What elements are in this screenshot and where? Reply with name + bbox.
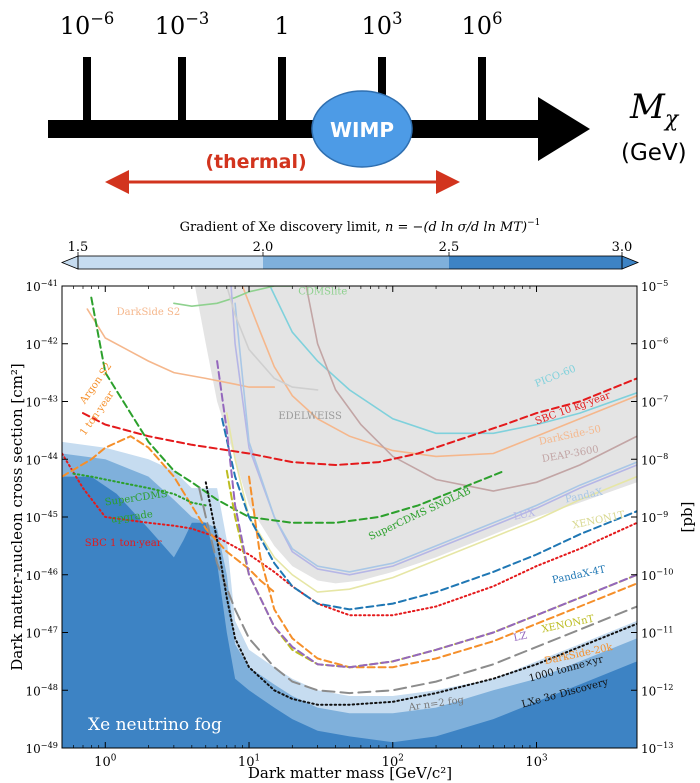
y-tick-label: 10−46 <box>26 567 59 583</box>
y-right-tick-label: 10−5 <box>641 278 668 294</box>
curve-label: EDELWEISS <box>278 411 342 422</box>
y-tick-label: 10−49 <box>26 740 59 756</box>
y-axis-right-label: [pb] <box>678 502 696 533</box>
y-right-tick-label: 10−12 <box>641 682 674 698</box>
y-tick-label: 10−41 <box>26 278 59 294</box>
mass-tick-mark <box>83 57 91 122</box>
limit-curve <box>305 286 637 492</box>
colorbar-extend-low <box>60 255 79 270</box>
limit-curve <box>82 377 637 467</box>
wimp-ellipse <box>311 90 413 168</box>
mass-tick-mark <box>278 57 286 122</box>
mass-scale-diagram: 10−6 10−3 1 103 106 WIMP (thermal) Mχ (GeV) <box>48 9 687 194</box>
x-tick-label: 103 <box>525 754 547 770</box>
x-tick-label: 102 <box>382 754 404 770</box>
limit-curve <box>62 435 276 594</box>
limit-curve <box>90 296 506 524</box>
x-tick-label: 100 <box>94 754 117 770</box>
colorbar-segment <box>449 256 622 269</box>
limit-curve <box>226 286 319 391</box>
limit-curve <box>86 308 276 388</box>
limit-curve <box>62 452 637 617</box>
curve-label: LUX <box>513 507 537 522</box>
mass-tick-label: 10−6 <box>60 9 115 40</box>
curve-label: DarkSide S2 <box>117 307 181 318</box>
limit-curve <box>221 417 637 611</box>
y-right-tick-label: 10−13 <box>641 740 674 756</box>
limit-curve <box>173 286 294 308</box>
y-right-tick-label: 10−7 <box>641 393 668 409</box>
y-right-tick-label: 10−11 <box>641 624 674 640</box>
mass-tick-label: 103 <box>362 9 403 40</box>
y-right-tick-label: 10−10 <box>641 567 674 583</box>
colorbar-tick-label: 2.0 <box>253 240 274 255</box>
colorbar-tick-label: 2.5 <box>439 240 460 255</box>
colorbar-segment <box>78 256 263 269</box>
colorbar: Gradient of Xe discovery limit, n = −(d … <box>60 218 640 270</box>
mass-axis-arrowhead <box>538 97 590 161</box>
y-tick-label: 10−43 <box>26 393 59 409</box>
limit-curve <box>241 286 637 458</box>
curve-label: LZ <box>513 631 529 645</box>
limit-curve <box>269 286 637 435</box>
limit-curve <box>198 487 637 695</box>
mass-axis-symbol: Mχ <box>629 87 680 132</box>
curve-label: CDMSlite <box>298 287 347 298</box>
neutrino-fog-level-3 <box>62 476 637 748</box>
cross-section-plot: Xe neutrino fog DarkSide S2CDMSlitePICO-… <box>8 278 696 782</box>
limit-curve <box>72 472 207 507</box>
limit-curve <box>230 286 637 576</box>
y-right-tick-label: 10−6 <box>641 336 668 352</box>
mass-tick-label: 106 <box>462 9 503 40</box>
mass-tick-label: 1 <box>274 12 289 40</box>
y-tick-label: 10−45 <box>26 509 59 525</box>
y-tick-label: 10−47 <box>26 624 59 640</box>
wimp-label: WIMP <box>330 118 394 142</box>
limit-curve <box>216 360 637 669</box>
mass-tick-mark <box>178 57 186 122</box>
thermal-label: (thermal) <box>205 151 306 173</box>
fog-label: Xe neutrino fog <box>88 715 222 735</box>
colorbar-segment <box>263 256 449 269</box>
limit-curve <box>204 481 637 706</box>
colorbar-frame <box>77 255 623 270</box>
y-right-tick-label: 10−9 <box>641 509 668 525</box>
x-axis-label: Dark matter mass [GeV/c²] <box>248 764 452 782</box>
colorbar-tick-label: 1.5 <box>68 240 89 255</box>
mass-tick-mark <box>378 57 386 122</box>
y-tick-label: 10−44 <box>26 451 59 467</box>
y-tick-label: 10−42 <box>26 336 59 352</box>
colorbar-tick-label: 3.0 <box>612 240 633 255</box>
y-tick-label: 10−48 <box>26 682 59 698</box>
colorbar-title: Gradient of Xe discovery limit, n = −(d … <box>180 218 541 235</box>
mass-axis-bar <box>48 120 540 138</box>
limit-curve <box>248 475 637 669</box>
y-right-tick-label: 10−8 <box>641 451 668 467</box>
y-axis-label: Dark matter-nucleon cross section [cm²] <box>8 363 26 671</box>
mass-tick-label: 10−3 <box>155 9 210 40</box>
mass-axis-unit: (GeV) <box>621 140 687 166</box>
colorbar-extend-high <box>621 255 640 270</box>
curve-label: SBC 1 ton·year <box>85 538 162 549</box>
mass-tick-mark <box>478 57 486 122</box>
x-tick-label: 101 <box>238 754 260 770</box>
limit-curve <box>234 302 637 573</box>
